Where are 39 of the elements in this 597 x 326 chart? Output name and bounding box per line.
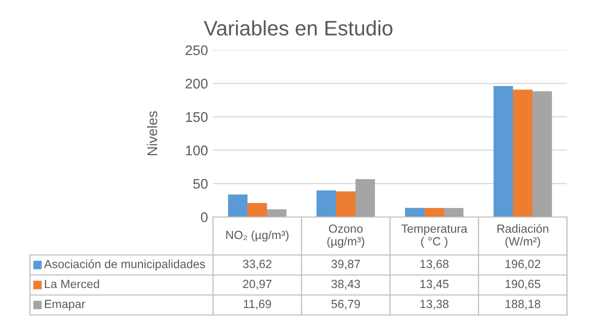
data-label: 20,97 [243, 280, 272, 290]
y-tick-label: 50 [193, 178, 208, 189]
data-label: 56,79 [331, 300, 360, 310]
data-label: 39,87 [331, 260, 360, 270]
bar [248, 202, 267, 217]
bar [424, 208, 444, 217]
y-tick-label: 200 [186, 78, 208, 89]
data-label: 196,02 [506, 260, 540, 270]
data-label: 13,68 [420, 260, 449, 270]
y-tick-label: 250 [186, 45, 208, 56]
legend-label: Emapar [44, 300, 86, 311]
bar [532, 91, 552, 217]
data-label: 11,69 [244, 300, 272, 310]
bar [494, 86, 514, 217]
data-label: 13,38 [420, 300, 449, 310]
legend-label: Asociación de municipalidades [44, 259, 206, 271]
bar [316, 190, 336, 217]
bar [266, 209, 286, 217]
data-label: 13,45 [420, 280, 449, 290]
x-tick-label: Radiación (W/m²) [497, 224, 548, 248]
y-tick-label: 0 [200, 212, 208, 222]
bar [405, 208, 425, 217]
data-label: 190,65 [506, 280, 540, 290]
data-label: 33,62 [242, 260, 272, 270]
bar [444, 208, 464, 217]
y-axis-title: Niveles [147, 111, 158, 156]
y-tick-label: 150 [186, 112, 208, 122]
data-label: 188,18 [506, 300, 540, 310]
bar [355, 179, 375, 217]
bar [228, 194, 248, 217]
x-tick-label: Temperatura ( °C ) [401, 224, 468, 248]
y-tick-label: 100 [186, 146, 208, 156]
chart-title: Variables en Estudio [204, 20, 392, 36]
legend-label: La Merced [44, 279, 100, 288]
x-tick-label: Ozono (µg/m³) [327, 224, 364, 248]
bar [336, 191, 356, 217]
bar [513, 90, 532, 217]
data-label: 38,43 [331, 280, 360, 290]
x-tick-label: NO₂ (µg/m³) [226, 230, 288, 242]
